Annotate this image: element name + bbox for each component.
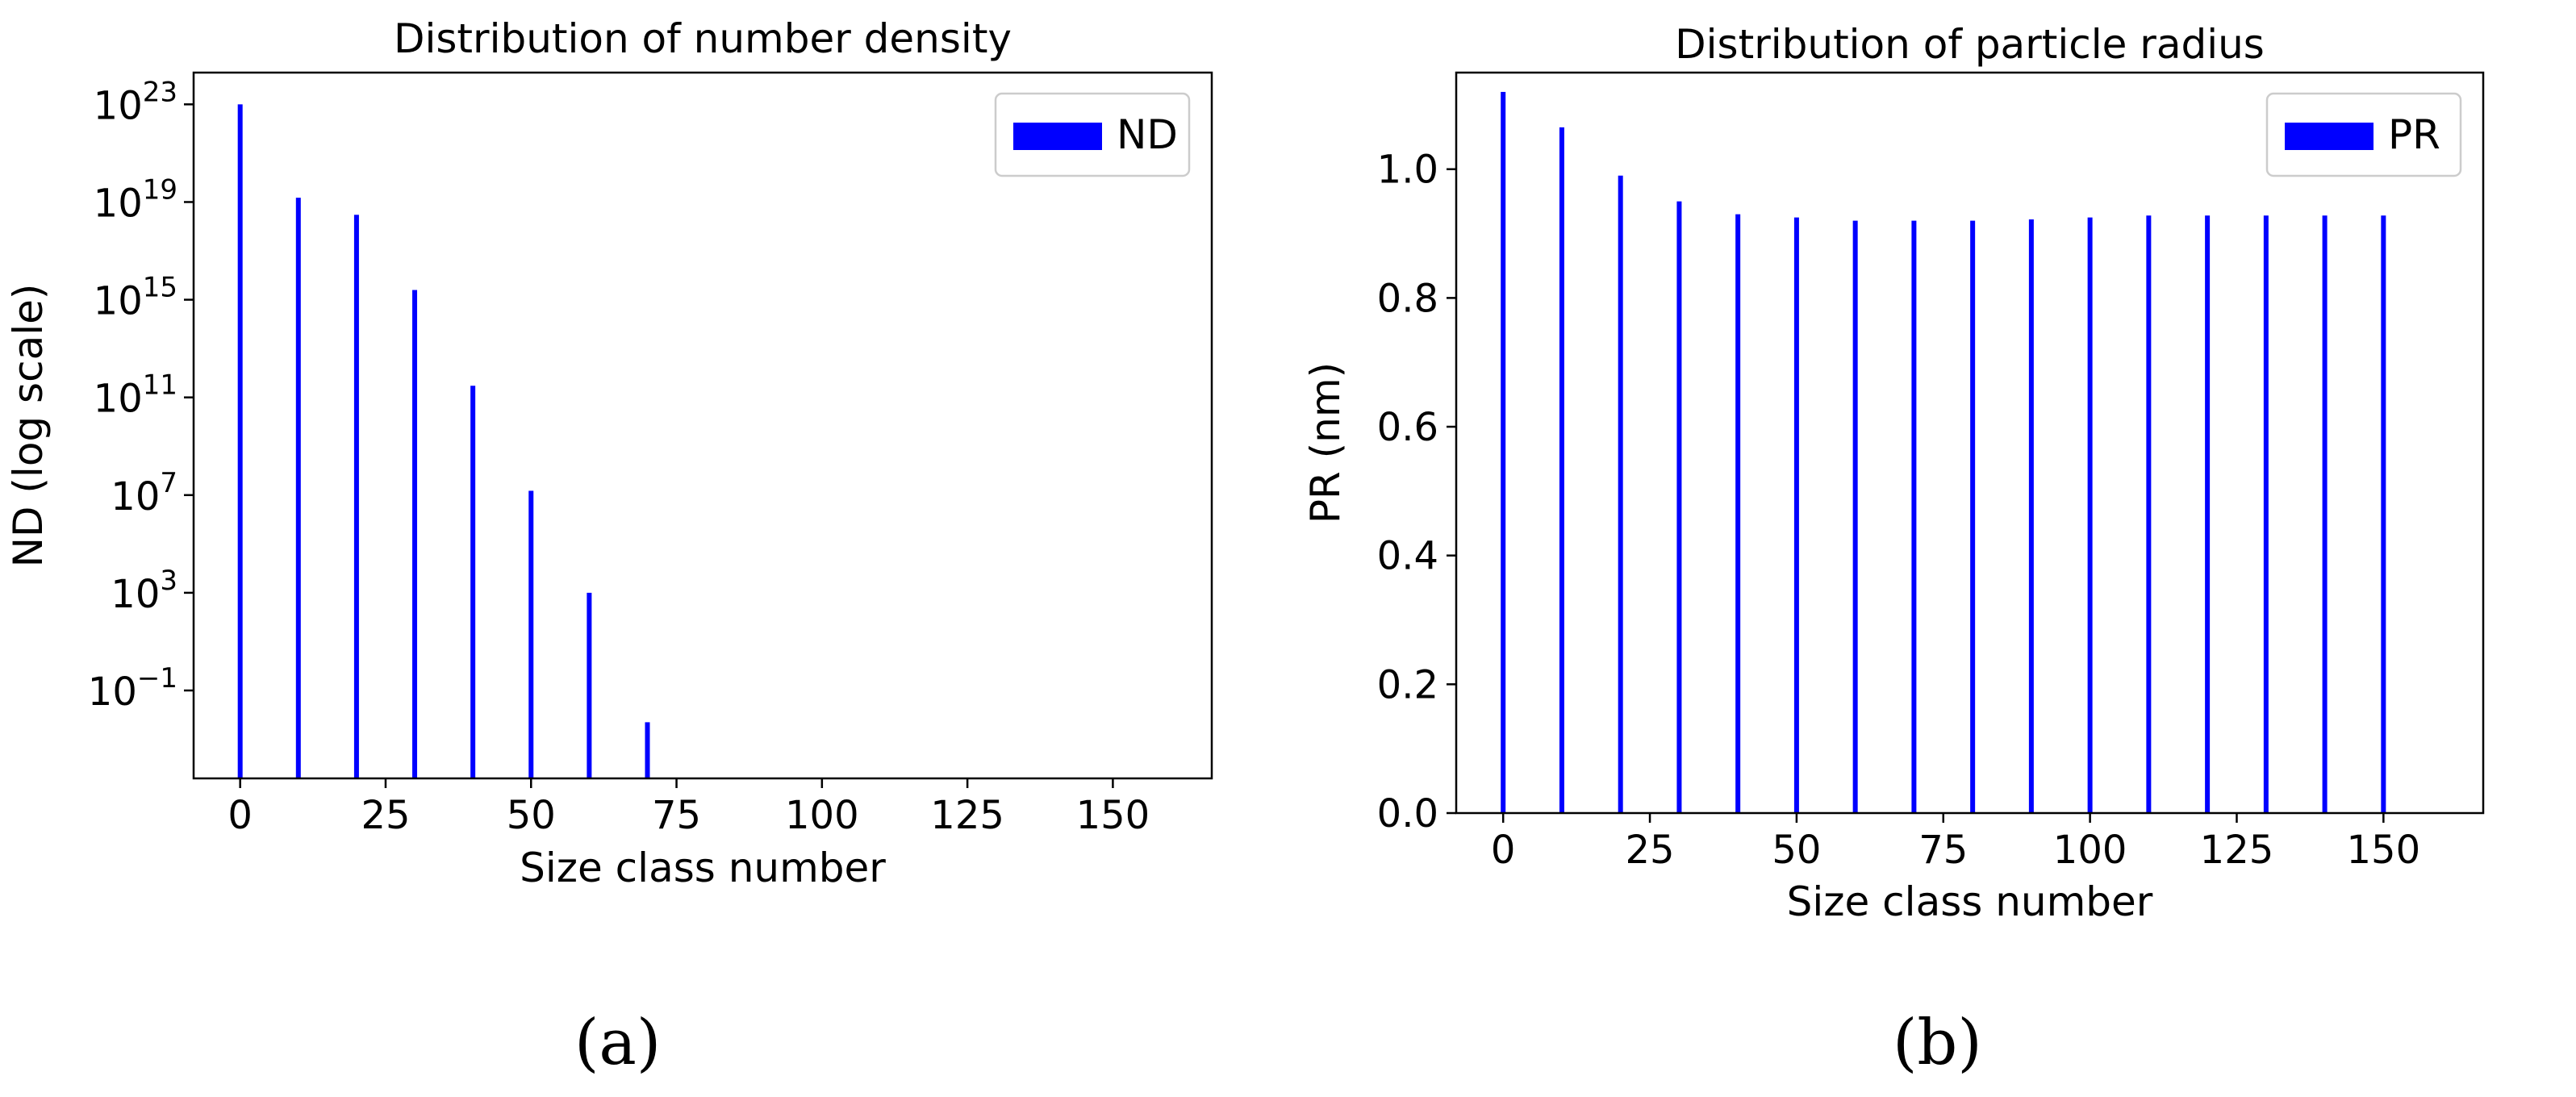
bar — [2263, 215, 2269, 813]
x-axis-label: Size class number — [1787, 878, 2153, 925]
bar — [2087, 217, 2093, 813]
x-tick-label: 50 — [1772, 828, 1821, 873]
y-tick-label: 107 — [111, 467, 177, 519]
y-tick-label: 0.4 — [1377, 534, 1438, 579]
y-axis-label: ND (log scale) — [5, 284, 52, 568]
bar — [2146, 215, 2152, 813]
x-tick-label: 125 — [930, 793, 1004, 838]
bar — [1676, 201, 1682, 814]
y-tick-label: 10−1 — [88, 662, 177, 715]
bar — [1793, 217, 1799, 813]
bar — [1970, 220, 1976, 814]
bar — [528, 490, 534, 778]
bar — [1852, 220, 1858, 814]
plot-frame — [1455, 71, 2485, 815]
legend-label: ND — [1117, 111, 1178, 158]
bar — [1501, 91, 1506, 814]
bar — [2028, 219, 2034, 813]
y-tick-label: 0.6 — [1377, 405, 1438, 450]
bar — [353, 215, 359, 778]
bar — [237, 104, 243, 778]
bar — [645, 722, 650, 778]
bar — [295, 198, 301, 779]
y-tick-label: 0.0 — [1377, 791, 1438, 836]
caption-b: (b) — [1893, 1007, 1982, 1079]
x-axis-label: Size class number — [520, 845, 886, 891]
y-tick-label: 1015 — [94, 272, 177, 324]
bar — [2205, 215, 2211, 813]
y-tick-label: 1.0 — [1377, 148, 1438, 193]
chart-title: Distribution of particle radius — [1675, 21, 2265, 68]
x-tick-label: 75 — [652, 793, 701, 838]
y-tick-label: 0.2 — [1377, 662, 1438, 707]
panel-a-chart: 0 25 50 75 100 125 150 10−1 103 107 1011 1015 1019 10… — [5, 15, 1213, 891]
y-tick-label: 1019 — [94, 173, 177, 226]
bar — [412, 290, 418, 779]
x-tick-label: 0 — [228, 793, 253, 838]
bar — [2381, 215, 2386, 813]
y-tick-label: 0.8 — [1377, 276, 1438, 321]
x-tick-label: 50 — [507, 793, 556, 838]
y-tick-label: 1023 — [94, 76, 177, 128]
x-tick-label: 0 — [1491, 828, 1516, 873]
y-tick-label: 103 — [111, 565, 177, 617]
x-tick-label: 150 — [2347, 828, 2421, 873]
x-tick-label: 100 — [785, 793, 859, 838]
y-axis-label: PR (nm) — [1302, 362, 1349, 523]
plot-frame — [192, 71, 1213, 780]
y-tick-label: 1011 — [94, 369, 177, 422]
x-tick-label: 25 — [1626, 828, 1675, 873]
x-tick-label: 75 — [1918, 828, 1968, 873]
x-tick-label: 100 — [2053, 828, 2127, 873]
legend-label: PR — [2388, 111, 2440, 158]
x-tick-label: 125 — [2200, 828, 2274, 873]
legend-swatch — [1013, 123, 1102, 150]
chart-title: Distribution of number density — [394, 15, 1012, 62]
bar — [1735, 214, 1741, 813]
bar — [1911, 220, 1917, 814]
x-tick-label: 150 — [1076, 793, 1150, 838]
bar — [1618, 175, 1623, 813]
bar — [587, 592, 592, 778]
caption-a: (a) — [574, 1007, 662, 1079]
bar — [1559, 127, 1564, 813]
legend-swatch — [2285, 123, 2374, 150]
x-tick-label: 25 — [361, 793, 410, 838]
panel-b-chart: 0 25 50 75 100 125 150 0.0 0.2 0.4 0.6 0.8 1.0 Distri… — [1302, 21, 2485, 925]
bar — [470, 386, 476, 778]
bar — [2322, 215, 2328, 813]
